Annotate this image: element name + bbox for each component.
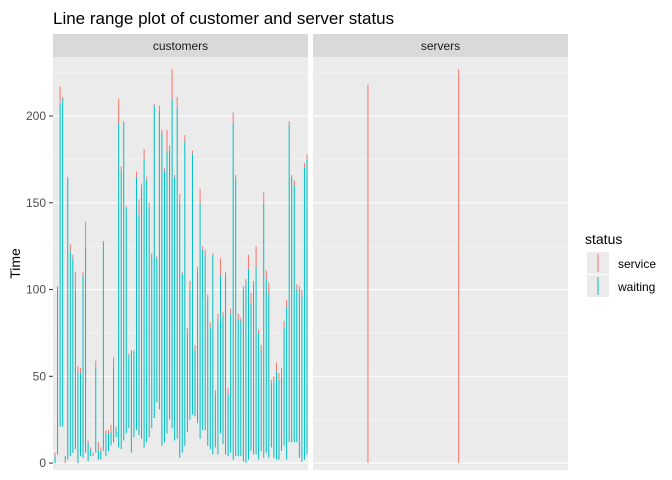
y-axis-ticks: 0 50 100 150 200 xyxy=(26,109,53,470)
legend: status service waiting xyxy=(585,231,656,297)
y-tick-label-4: 200 xyxy=(26,109,46,123)
y-tick-label-3: 150 xyxy=(26,196,46,210)
legend-label-service: service xyxy=(618,257,656,271)
chart-title: Line range plot of customer and server s… xyxy=(53,9,394,28)
linerange-marks-servers xyxy=(367,69,460,464)
grid-lines xyxy=(53,72,568,464)
legend-label-waiting: waiting xyxy=(617,280,655,294)
y-tick-label-0: 0 xyxy=(39,456,46,470)
strip-customers xyxy=(53,34,308,57)
strip-servers xyxy=(313,34,568,57)
strip-label-customers: customers xyxy=(153,39,208,53)
linerange-marks-customers xyxy=(54,69,308,464)
panel-servers xyxy=(313,57,568,470)
panel-customers xyxy=(53,57,308,470)
y-tick-label-1: 50 xyxy=(33,369,47,383)
strip-label-servers: servers xyxy=(421,39,460,53)
y-tick-label-2: 100 xyxy=(26,283,46,297)
legend-title: status xyxy=(585,231,622,247)
y-axis-title: Time xyxy=(7,248,23,279)
